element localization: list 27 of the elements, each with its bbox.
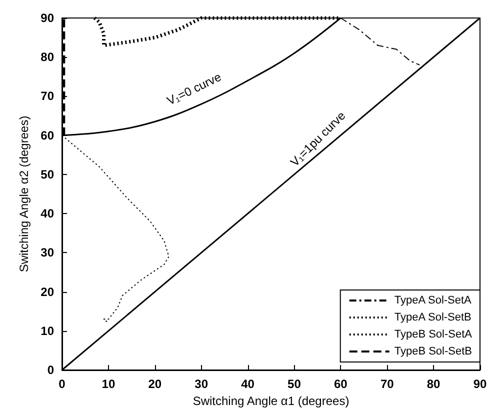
- x-tick-label: 30: [194, 377, 208, 391]
- y-tick-label: 30: [40, 246, 54, 260]
- y-tick-label: 50: [40, 167, 54, 182]
- legend-label: TypeA Sol-SetA: [394, 294, 472, 306]
- x-tick-label: 0: [58, 377, 66, 391]
- x-tick-label: 60: [334, 377, 348, 391]
- x-tick-label: 90: [473, 377, 487, 391]
- x-axis-title: Switching Angle α1 (degrees): [192, 394, 350, 408]
- y-tick-label: 60: [40, 128, 54, 142]
- x-tick-label: 10: [102, 377, 116, 391]
- legend-label: TypeA Sol-SetB: [394, 312, 472, 324]
- x-tick-label: 80: [426, 377, 441, 391]
- y-tick-label: 10: [40, 324, 54, 338]
- y-tick-label: 0: [47, 363, 54, 377]
- x-tick-label: 40: [241, 377, 255, 391]
- x-tick-label: 20: [148, 377, 162, 391]
- y-tick-label: 20: [40, 284, 54, 299]
- x-tick-label: 70: [380, 377, 394, 391]
- legend-label: TypeB Sol-SetA: [394, 328, 473, 340]
- y-axis-title: Switching Angle α2 (degrees): [16, 116, 31, 272]
- legend-label: TypeB Sol-SetB: [394, 346, 472, 358]
- x-tick-label: 50: [288, 377, 302, 391]
- y-tick-label: 90: [40, 11, 54, 25]
- annotation: V₁=0 curve: [164, 70, 224, 108]
- y-tick-label: 40: [40, 206, 54, 221]
- y-tick-label: 80: [40, 50, 54, 64]
- y-tick-label: 70: [40, 89, 54, 104]
